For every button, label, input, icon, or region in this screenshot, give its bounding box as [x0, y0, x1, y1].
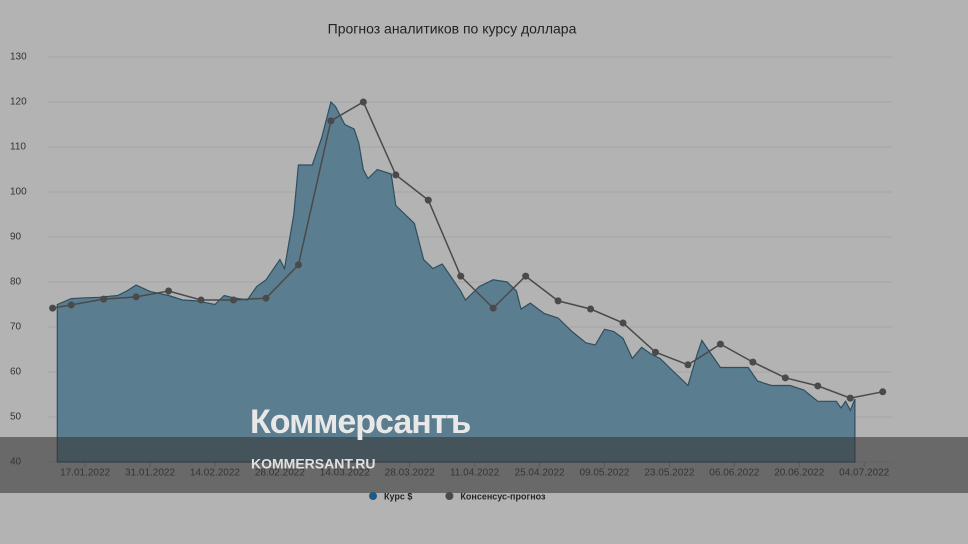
point [262, 294, 270, 302]
point [651, 348, 659, 356]
legend-label[interactable]: Консенсус-прогноз [460, 491, 546, 501]
point [294, 261, 302, 269]
legend-label[interactable]: Курс $ [384, 491, 412, 501]
watermark-band [0, 437, 968, 493]
point [327, 117, 335, 125]
y-tick-label: 110 [10, 142, 26, 153]
point [684, 361, 692, 369]
legend: Курс $ Консенсус-прогноз [369, 491, 546, 501]
y-tick-label: 60 [10, 367, 22, 378]
watermark-url: KOMMERSANT.RU [251, 456, 375, 472]
y-tick-label: 120 [10, 97, 27, 108]
legend-marker[interactable] [369, 492, 377, 500]
point [392, 171, 400, 179]
legend-marker[interactable] [445, 492, 454, 500]
y-tick-label: 70 [10, 322, 22, 333]
point [554, 297, 562, 305]
point [359, 98, 367, 106]
point [846, 394, 854, 402]
point [781, 374, 789, 382]
point [619, 319, 627, 327]
point [229, 296, 237, 304]
point [132, 293, 140, 301]
point [49, 304, 57, 312]
point [424, 196, 432, 204]
point [749, 358, 757, 366]
y-tick-label: 50 [10, 412, 22, 423]
y-tick-label: 130 [10, 52, 27, 63]
point [814, 382, 822, 390]
point [716, 340, 724, 348]
point [522, 272, 530, 280]
y-tick-label: 90 [10, 232, 22, 243]
point [489, 304, 497, 312]
y-tick-label: 80 [10, 277, 22, 288]
point [879, 388, 887, 396]
point [587, 305, 595, 313]
point [165, 287, 173, 295]
point [100, 295, 108, 303]
y-tick-label: 100 [10, 187, 27, 198]
watermark-brand: Коммерсантъ [250, 403, 470, 441]
point [197, 296, 205, 304]
point [67, 301, 75, 309]
chart-title: Прогноз аналитиков по курсу доллара [328, 21, 577, 37]
point [457, 272, 465, 280]
